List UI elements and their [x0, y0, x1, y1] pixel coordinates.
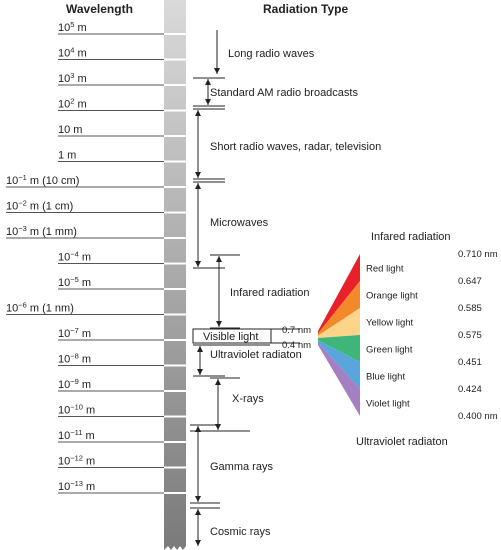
wavelength-tick-label: 10−11 m [58, 428, 95, 442]
visible-lower-bound: 0.4 nm [282, 340, 311, 351]
spectrum-band [318, 342, 360, 416]
radiation-type-label: Long radio waves [228, 48, 315, 60]
spectrum-bottom-label: Ultraviolet radiaton [356, 436, 448, 448]
wavelength-tick-label: 105 m [58, 20, 87, 34]
wavelength-tick-label: 10−7 m [58, 326, 91, 340]
spectrum-band-label: Blue light [366, 372, 405, 383]
spectrum-boundary-value: 0.424 [458, 384, 482, 395]
radiation-type-label: Infared radiation [230, 287, 310, 299]
spectrum-boundary-value: 0.585 [458, 303, 482, 314]
spectrum-band [318, 308, 360, 338]
wavelength-tick-label: 10−13 m [58, 479, 95, 493]
arrow-head [205, 79, 211, 85]
wavelength-tick-label: 10−12 m [58, 454, 95, 468]
spectrum-boundary-value: 0.400 nm [458, 411, 498, 422]
wavelength-header: Wavelength [66, 2, 133, 16]
spectrum-band-label: Orange light [366, 291, 418, 302]
arrow-head [195, 509, 201, 515]
visible-upper-bound: 0.7 nm [282, 325, 311, 336]
arrow-head [195, 540, 201, 546]
spectrum-band [318, 281, 360, 336]
wavelength-tick-label: 10 m [58, 124, 82, 136]
arrow-head [195, 261, 201, 267]
wavelength-tick-label: 1 m [58, 150, 76, 162]
spectrum-boundary-value: 0.451 [458, 357, 482, 368]
radiation-type-label: Gamma rays [210, 461, 273, 473]
spectrum-band [318, 254, 360, 334]
arrow-head [215, 379, 221, 385]
arrow-head [195, 496, 201, 502]
wavelength-ticks: 105 m 104 m 103 m 102 m 10 m 1 m 10−1 m (10 cm… [6, 20, 186, 494]
wavelength-tick-label: 103 m [58, 71, 87, 85]
arrow-head [195, 183, 201, 189]
arrow-head [197, 346, 203, 352]
wavelength-tick-label: 10−3 m (1 mm) [6, 224, 77, 238]
visible-bounds-labels: 0.7 nm 0.4 nm [282, 325, 311, 351]
radiation-type-label: Cosmic rays [210, 526, 271, 538]
spectrum-band [318, 340, 360, 389]
spectrum-band [318, 335, 360, 362]
arrow-head [195, 110, 201, 116]
radiation-type-label: Ultraviolet radiaton [210, 349, 302, 361]
wavelength-tick-label: 10−2 m (1 cm) [6, 199, 73, 213]
spectrum-band-label: Green light [366, 345, 413, 356]
radiation-type-label: Microwaves [210, 217, 269, 229]
spectrum-band-label: Yellow light [366, 318, 414, 329]
arrow-head [216, 256, 222, 262]
wavelength-tick-label: 10−4 m [58, 250, 91, 264]
wavelength-tick-label: 10−9 m [58, 377, 91, 391]
spectrum-band-label: Red light [366, 264, 404, 275]
spectrum-boundary-value: 0.710 nm [458, 249, 498, 260]
spectrum-top-label: Infared radiation [371, 231, 451, 243]
radiation-type-label: Standard AM radio broadcasts [210, 87, 358, 99]
spectrum-band-label: Violet light [366, 399, 410, 410]
radiation-ranges: Long radio waves Standard AM radio broadc… [190, 30, 381, 546]
wavelength-tick-label: 10−1 m (10 cm) [6, 173, 79, 187]
wavelength-scale-bar [164, 0, 186, 550]
arrow-head [214, 68, 220, 74]
arrow-head [216, 321, 222, 327]
spectrum-boundary-value: 0.647 [458, 276, 482, 287]
visible-spectrum-fan: Infared radiation Ultraviolet radiaton R… [318, 231, 498, 448]
wavelength-tick-label: 102 m [58, 97, 87, 111]
wavelength-tick-label: 10−6 m (1 nm) [6, 301, 74, 315]
radiation-type-label: X-rays [232, 393, 264, 405]
wavelength-tick-label: 10−5 m [58, 275, 91, 289]
arrow-head [205, 99, 211, 105]
arrow-head [195, 172, 201, 178]
radiation-type-label: Visible light [203, 331, 258, 343]
spectrum-boundary-value: 0.575 [458, 330, 482, 341]
radiation-type-label: Short radio waves, radar, television [210, 141, 381, 153]
wavelength-tick-label: 10−8 m [58, 352, 91, 366]
arrow-head [195, 426, 201, 432]
wavelength-tick-label: 104 m [58, 46, 87, 60]
arrow-head [197, 369, 203, 375]
radiation-type-header: Radiation Type [263, 2, 348, 16]
wavelength-tick-label: 10−10 m [58, 403, 95, 417]
